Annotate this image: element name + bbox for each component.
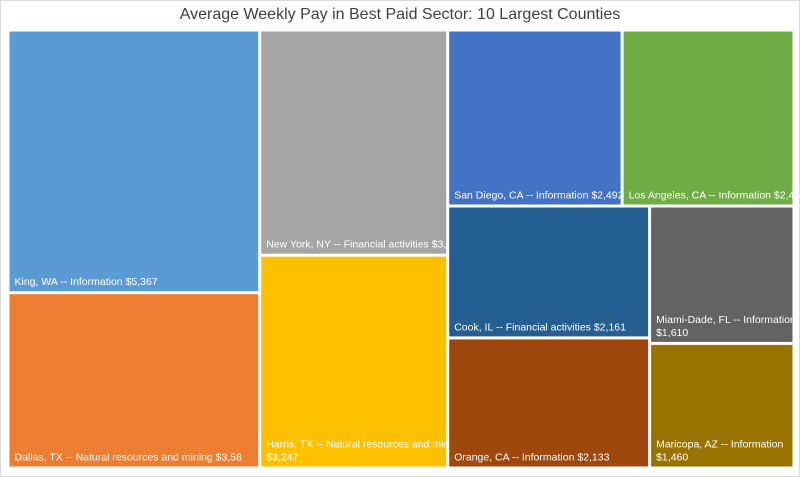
treemap-tile-label: Maricopa, AZ -- Information xyxy=(656,439,783,451)
treemap-tile: Maricopa, AZ -- Information$1,460 xyxy=(651,344,793,467)
treemap-tile: Los Angeles, CA -- Information $2,455 xyxy=(623,31,800,205)
treemap-tile: New York, NY -- Financial activities $3,… xyxy=(261,31,464,254)
treemap-tile-label: New York, NY -- Financial activities $3,… xyxy=(266,239,464,251)
treemap-tile: Miami-Dade, FL -- Information$1,610 xyxy=(651,207,796,342)
treemap-tile-rect xyxy=(449,339,649,467)
treemap-tile: Harris, TX -- Natural resources and mini… xyxy=(261,256,463,467)
treemap-tile-label: Cook, IL -- Financial activities $2,161 xyxy=(454,321,626,333)
treemap-tile-label: San Diego, CA -- Information $2,492 xyxy=(454,190,623,202)
treemap-tile: Cook, IL -- Financial activities $2,161 xyxy=(449,207,649,337)
treemap-tile-rect xyxy=(651,344,793,467)
treemap-tile-rect xyxy=(9,294,259,467)
treemap-tile-rect xyxy=(623,31,793,205)
treemap-tile-label: Harris, TX -- Natural resources and mini… xyxy=(266,439,463,451)
treemap-tile-label: Los Angeles, CA -- Information $2,455 xyxy=(629,190,800,202)
treemap-tile-label: $1,610 xyxy=(656,327,688,339)
treemap-tile-label: King, WA -- Information $5,367 xyxy=(15,276,158,288)
treemap-tile-label: Miami-Dade, FL -- Information xyxy=(656,314,796,326)
treemap-tile-label: Dallas, TX -- Natural resources and mini… xyxy=(15,452,243,464)
treemap-tile-rect xyxy=(449,207,649,337)
treemap-tile-rect xyxy=(261,31,447,254)
treemap-tile-rect xyxy=(261,256,447,467)
treemap-tile-label: Orange, CA -- Information $2,133 xyxy=(454,452,609,464)
treemap-tile-rect xyxy=(9,31,259,292)
treemap-tile: King, WA -- Information $5,367 xyxy=(9,31,259,292)
treemap-tile-label: $3,247 xyxy=(266,452,298,464)
chart-title: Average Weekly Pay in Best Paid Sector: … xyxy=(179,6,621,23)
treemap-tile-rect xyxy=(651,207,793,342)
treemap-tile-rect xyxy=(449,31,621,205)
treemap-tile: San Diego, CA -- Information $2,492 xyxy=(449,31,624,205)
treemap-tile: Orange, CA -- Information $2,133 xyxy=(449,339,649,467)
treemap-tile: Dallas, TX -- Natural resources and mini… xyxy=(9,294,259,467)
treemap-tile-label: $1,460 xyxy=(656,452,688,464)
